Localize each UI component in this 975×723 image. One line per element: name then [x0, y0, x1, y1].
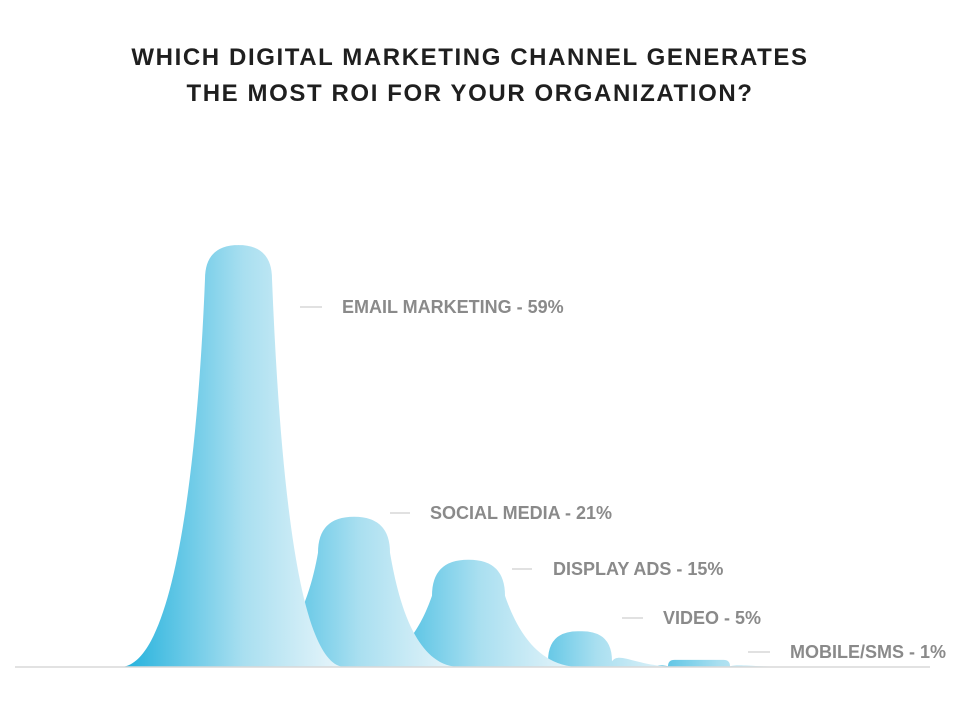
data-label: MOBILE/SMS - 1%: [790, 642, 946, 662]
data-label: EMAIL MARKETING - 59%: [342, 297, 564, 317]
peak-mobile-sms: [620, 659, 800, 667]
peaks-layer: [120, 245, 800, 667]
peak-email-marketing: [120, 245, 345, 667]
title-line-2: THE MOST ROI FOR YOUR ORGANIZATION?: [186, 80, 754, 107]
data-label: SOCIAL MEDIA - 21%: [430, 503, 612, 523]
title-line-1: WHICH DIGITAL MARKETING CHANNEL GENERATE…: [131, 44, 809, 71]
chart-title: WHICH DIGITAL MARKETING CHANNEL GENERATE…: [0, 40, 940, 112]
labels-layer: EMAIL MARKETING - 59% SOCIAL MEDIA - 21% D…: [300, 297, 946, 662]
peak-social-media: [235, 516, 460, 667]
data-label: VIDEO - 5%: [663, 608, 761, 628]
data-label: DISPLAY ADS - 15%: [553, 559, 723, 579]
